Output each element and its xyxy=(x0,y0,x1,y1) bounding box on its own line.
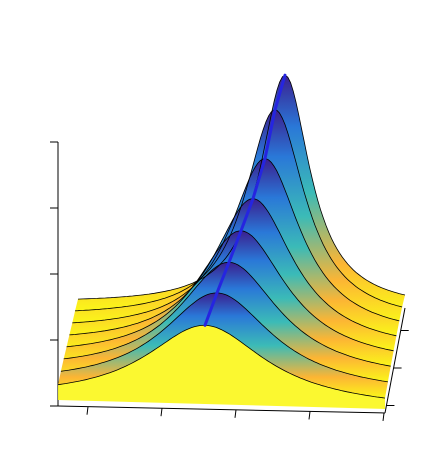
ridge-line xyxy=(203,73,287,327)
surface-curve xyxy=(57,324,386,399)
surface-curve xyxy=(75,109,403,312)
surface-curve xyxy=(69,198,397,337)
x-tick xyxy=(382,412,385,422)
surface-curve xyxy=(60,292,388,383)
axes-group xyxy=(50,141,409,422)
surface-strip xyxy=(63,230,394,367)
y-axis-line xyxy=(384,307,406,414)
surface-strip xyxy=(66,198,397,351)
surface-strip xyxy=(69,158,400,336)
surface-strip xyxy=(58,292,388,399)
surface-group xyxy=(58,75,405,409)
surface-curve xyxy=(72,158,400,324)
ridge-group xyxy=(203,73,287,327)
surface-skirt xyxy=(58,325,385,409)
x-tick xyxy=(234,409,237,418)
x-axis-line xyxy=(57,405,386,414)
surface-curve xyxy=(63,262,391,367)
x-tick xyxy=(160,408,163,417)
curves-group xyxy=(57,74,406,399)
surface-strip xyxy=(60,262,391,382)
x-tick xyxy=(86,406,89,415)
surface-strip xyxy=(75,75,405,311)
x-tick xyxy=(308,411,311,420)
